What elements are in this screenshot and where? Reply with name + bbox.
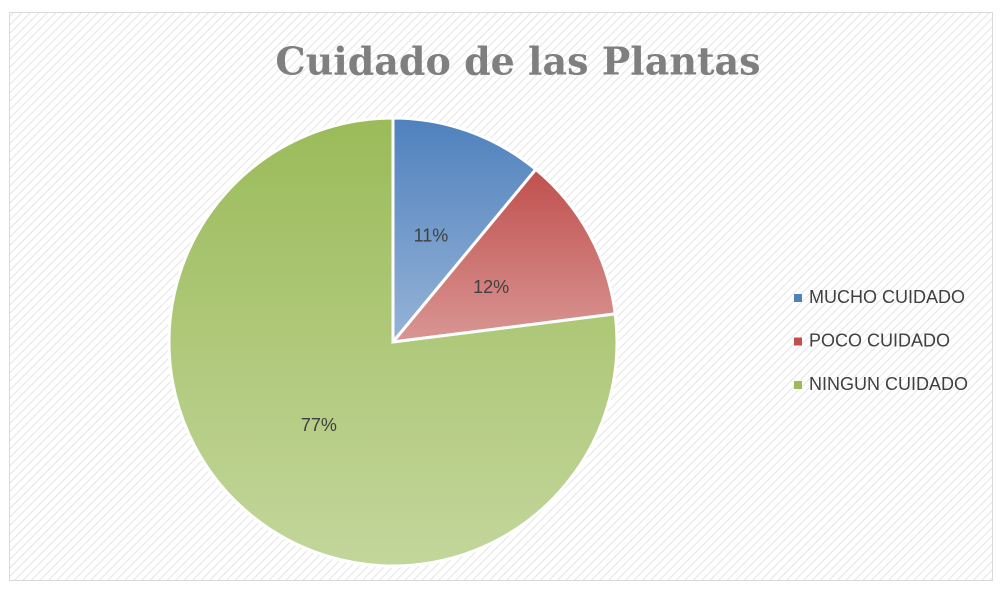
- legend-marker: [794, 337, 802, 346]
- data-label: 12%: [473, 277, 509, 297]
- pie-slice: [391, 116, 538, 347]
- data-label: 11%: [414, 225, 449, 245]
- chart-title: Cuidado de las Plantas: [275, 39, 760, 84]
- pie-slice: [167, 116, 619, 568]
- legend-label: MUCHO CUIDADO: [809, 287, 965, 307]
- data-label: 77%: [301, 415, 337, 435]
- legend-label: NINGUN CUIDADO: [809, 374, 968, 394]
- legend-label: POCO CUIDADO: [809, 330, 950, 350]
- legend: MUCHO CUIDADO POCO CUIDADO NINGUN CUIDADO: [794, 287, 968, 394]
- pie: 11% 12% 77%: [167, 116, 619, 568]
- pie-slice: [389, 167, 617, 344]
- legend-marker: [794, 294, 802, 302]
- legend-marker: [794, 381, 802, 389]
